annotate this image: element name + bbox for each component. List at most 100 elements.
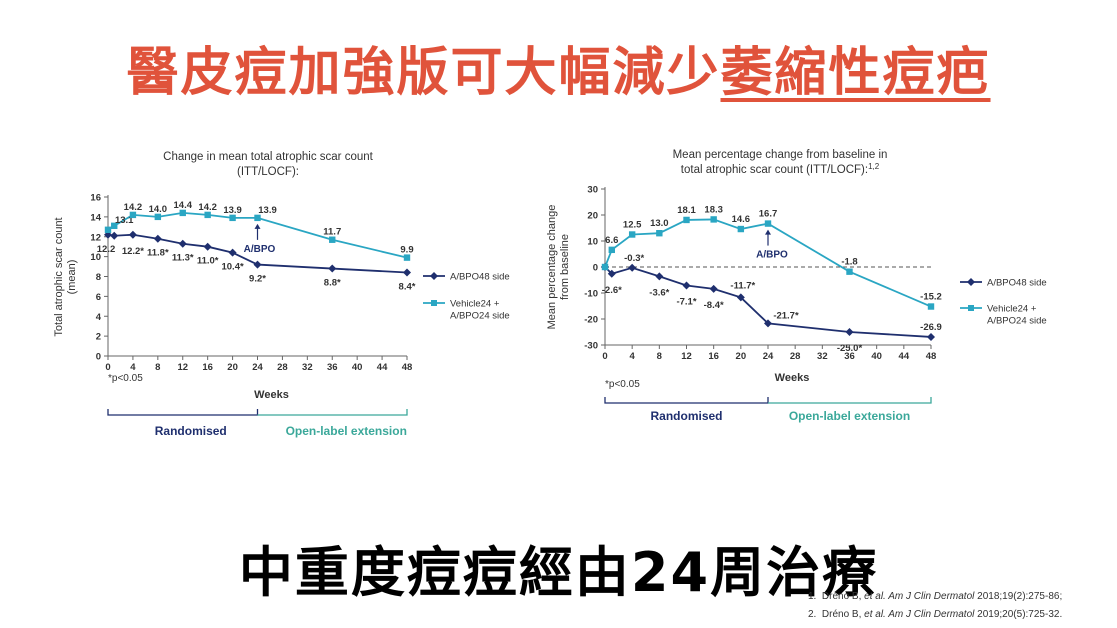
footnote: *p<0.05 — [605, 379, 640, 390]
data-point-square — [179, 209, 186, 217]
reference-1-journal: et al. Am J Clin Dermatol — [864, 591, 975, 602]
data-label: 12.2 — [97, 244, 116, 255]
data-label: 9.9 — [400, 245, 413, 256]
data-point-diamond — [709, 284, 718, 293]
data-point-diamond — [128, 230, 137, 239]
data-label: -25.0* — [837, 343, 863, 354]
data-point-diamond — [655, 272, 664, 281]
x-tick-label: 8 — [657, 351, 662, 362]
data-point-diamond — [607, 269, 616, 278]
reference-1-num: 1. — [808, 591, 817, 602]
data-point-diamond — [153, 234, 162, 243]
x-tick-label: 12 — [681, 351, 692, 362]
data-label: 14.4 — [174, 200, 193, 211]
data-point-diamond — [178, 239, 187, 248]
page-subtitle: 中重度痘痘經由24周治療 — [238, 541, 879, 604]
legend-label: A/BPO48 side — [987, 278, 1047, 289]
y-tick-label: -20 — [584, 315, 598, 326]
data-label: 14.2 — [124, 202, 143, 213]
data-point-square — [927, 303, 935, 310]
chart-title: Mean percentage change from baseline in t… — [673, 149, 888, 176]
x-tick-label: 24 — [252, 362, 263, 373]
y-tick-label: -10 — [584, 289, 598, 300]
phase-label-open-label: Open-label extension — [286, 424, 407, 438]
data-label: 11.0* — [197, 256, 219, 267]
data-label: 13.1 — [115, 215, 134, 226]
phase-label-randomised: Randomised — [155, 424, 227, 438]
data-point-square — [403, 254, 411, 261]
y-tick-label: 2 — [96, 332, 101, 343]
x-tick-label: 44 — [377, 362, 388, 373]
x-tick-label: 36 — [327, 362, 338, 373]
x-axis-label: Weeks — [254, 389, 289, 401]
legend-label: A/BPO48 side — [450, 272, 510, 283]
x-tick-label: 28 — [277, 362, 288, 373]
data-label: -15.2 — [920, 292, 942, 303]
chart-title-line: total atrophic scar count (ITT/LOCF): — [681, 164, 868, 176]
y-axis-label-line: from baseline — [559, 234, 571, 300]
y-tick-label: 10 — [587, 237, 598, 248]
data-label: 11.7 — [323, 227, 341, 238]
reference-2-author: Dréno B, — [821, 609, 865, 620]
data-label: 18.3 — [704, 204, 723, 215]
data-label: 9.2* — [249, 274, 266, 285]
annotation-arrow-head — [765, 229, 771, 235]
data-label: 14.6 — [732, 214, 751, 225]
data-point-square — [608, 246, 615, 254]
chart-title-superscript: 1,2 — [868, 162, 880, 171]
data-label: 6.6 — [605, 235, 618, 246]
x-tick-label: 48 — [402, 362, 413, 373]
data-point-square — [683, 216, 690, 224]
y-tick-label: 4 — [96, 312, 102, 323]
reference-1-citation: 2018;19(2):275-86; — [974, 591, 1063, 602]
reference-1: 1. Dréno B, et al. Am J Clin Dermatol 20… — [808, 588, 1062, 606]
data-label: 10.4* — [221, 262, 243, 273]
reference-1-author: Dréno B, — [821, 591, 865, 602]
chart-title-line: Change in mean total atrophic scar count — [163, 151, 373, 163]
chart-title-line: Mean percentage change from baseline in — [673, 149, 888, 161]
data-point-square — [154, 213, 162, 221]
data-point-square — [104, 226, 112, 233]
data-label: -21.7* — [773, 310, 799, 321]
x-axis-label: Weeks — [775, 372, 810, 384]
data-label: 18.1 — [677, 205, 696, 216]
data-point-square — [254, 214, 261, 222]
data-point-square — [764, 220, 772, 227]
x-tick-label: 28 — [790, 351, 801, 362]
data-point-square — [737, 225, 745, 233]
data-label: -1.8 — [841, 257, 857, 268]
references: 1. Dréno B, et al. Am J Clin Dermatol 20… — [808, 588, 1062, 624]
chart-title-line: (ITT/LOCF): — [237, 166, 299, 178]
x-tick-label: 8 — [155, 362, 160, 373]
reference-2-num: 2. — [808, 609, 817, 620]
legend-marker-diamond — [967, 278, 975, 286]
legend-label: Vehicle24 + A/BPO24 side — [987, 304, 1047, 327]
phase-label-randomised: Randomised — [650, 409, 722, 423]
data-point-diamond — [328, 264, 337, 273]
x-tick-label: 32 — [302, 362, 313, 373]
y-tick-label: 16 — [90, 193, 101, 204]
x-tick-label: 4 — [130, 362, 136, 373]
x-tick-label: 32 — [817, 351, 828, 362]
x-tick-label: 16 — [708, 351, 719, 362]
bracket-randomised — [604, 397, 769, 404]
data-label: 11.3* — [172, 253, 194, 264]
data-point-square — [129, 211, 137, 219]
data-point-diamond — [228, 248, 237, 257]
y-axis-label-line: (mean) — [66, 260, 78, 295]
data-label: 14.2 — [198, 202, 217, 213]
x-tick-label: 20 — [227, 362, 238, 373]
data-point-diamond — [403, 268, 411, 277]
bracket-open-label — [257, 409, 408, 416]
y-axis-label-line: Total atrophic scar count — [53, 217, 65, 336]
data-point-square — [601, 263, 609, 271]
y-tick-label: 14 — [90, 212, 101, 223]
legend-marker-square — [968, 305, 974, 311]
data-point-square — [229, 214, 236, 222]
footnote: *p<0.05 — [108, 373, 143, 384]
legend-label-line: Vehicle24 + — [450, 299, 500, 310]
data-point-diamond — [927, 332, 935, 341]
reference-2: 2. Dréno B, et al. Am J Clin Dermatol 20… — [808, 606, 1062, 624]
